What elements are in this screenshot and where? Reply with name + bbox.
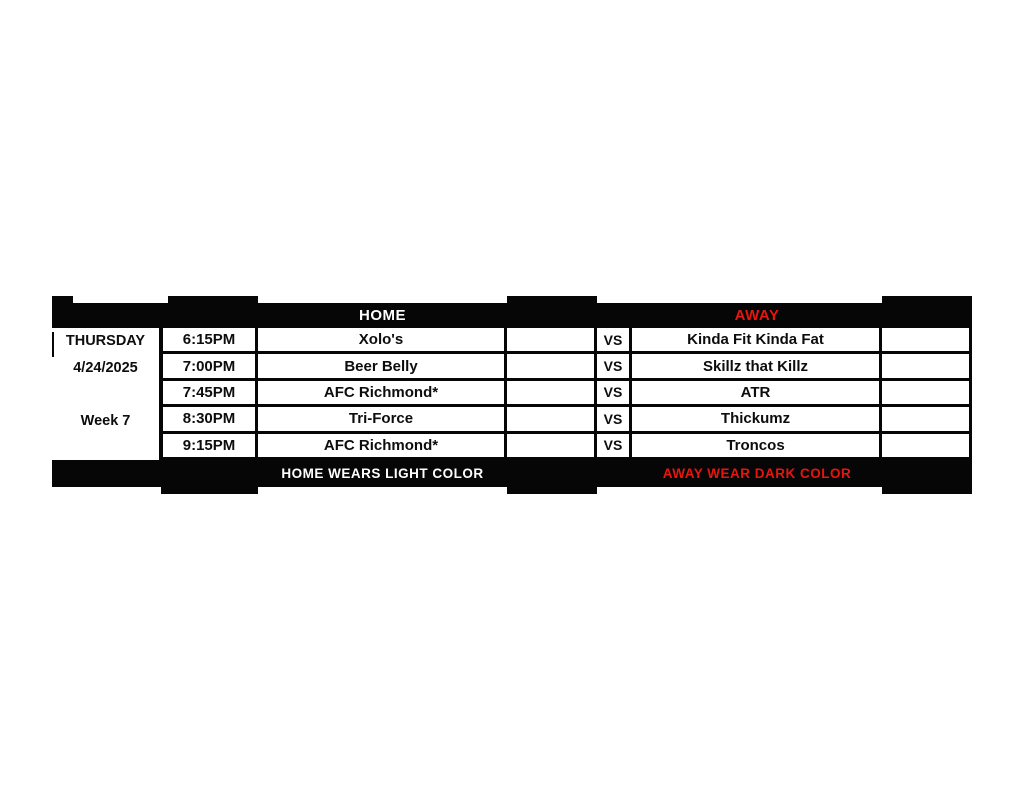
away-team-cell: Skillz that Killz: [632, 354, 882, 381]
spacer-cell: [507, 433, 597, 460]
schedule-table: HOME AWAY THURSDAY 4/24/2025 Week 7 6:15…: [52, 296, 972, 494]
spacer-cell: [507, 328, 597, 355]
table-header-bar: HOME AWAY: [52, 303, 972, 328]
home-team-cell: AFC Richmond*: [258, 380, 507, 408]
date-panel-left-border: [52, 332, 54, 357]
away-team-cell: Kinda Fit Kinda Fat: [632, 328, 882, 355]
vs-cell: VS: [597, 354, 632, 381]
home-team-cell: Xolo's: [258, 328, 507, 355]
time-cell: 7:00PM: [163, 354, 258, 381]
border-tab-top-right: [882, 296, 972, 305]
time-cell: 7:45PM: [163, 380, 258, 408]
week-label: Week 7: [80, 413, 131, 429]
day-label: THURSDAY: [65, 333, 146, 349]
home-note-label: HOME WEARS LIGHT COLOR: [281, 466, 484, 481]
border-tab-bottom-time: [161, 485, 258, 494]
away-team-cell: Troncos: [632, 433, 882, 460]
table-footer-bar: HOME WEARS LIGHT COLOR AWAY WEAR DARK CO…: [52, 460, 972, 487]
date-panel: THURSDAY 4/24/2025 Week 7: [52, 328, 163, 460]
spacer-cell: [882, 328, 972, 355]
home-team-cell: Tri-Force: [258, 407, 507, 434]
vs-cell: VS: [597, 407, 632, 434]
vs-cell: VS: [597, 380, 632, 408]
away-note-label: AWAY WEAR DARK COLOR: [662, 466, 852, 481]
border-tab-top-left: [52, 296, 73, 305]
away-team-cell: ATR: [632, 380, 882, 408]
time-cell: 8:30PM: [163, 407, 258, 434]
home-team-cell: AFC Richmond*: [258, 433, 507, 460]
date-label: 4/24/2025: [73, 360, 138, 376]
vs-cell: VS: [597, 433, 632, 460]
border-tab-bottom-right: [882, 485, 972, 494]
border-tab-top-time: [168, 296, 258, 305]
spacer-cell: [882, 354, 972, 381]
time-cell: 9:15PM: [163, 433, 258, 460]
away-header-label: AWAY: [734, 307, 780, 324]
spacer-cell: [882, 380, 972, 408]
home-header-label: HOME: [359, 307, 406, 324]
time-cell: 6:15PM: [163, 328, 258, 355]
spacer-cell: [507, 380, 597, 408]
home-team-cell: Beer Belly: [258, 354, 507, 381]
spacer-cell: [507, 354, 597, 381]
matchup-grid: 6:15PM Xolo's VS Kinda Fit Kinda Fat 7:0…: [163, 328, 972, 460]
away-team-cell: Thickumz: [632, 407, 882, 434]
border-tab-bottom-spacer: [507, 485, 597, 494]
spacer-cell: [507, 407, 597, 434]
spacer-cell: [882, 407, 972, 434]
table-body: THURSDAY 4/24/2025 Week 7 6:15PM Xolo's …: [52, 328, 972, 460]
vs-cell: VS: [597, 328, 632, 355]
spacer-cell: [882, 433, 972, 460]
border-tab-top-spacer: [507, 296, 597, 305]
